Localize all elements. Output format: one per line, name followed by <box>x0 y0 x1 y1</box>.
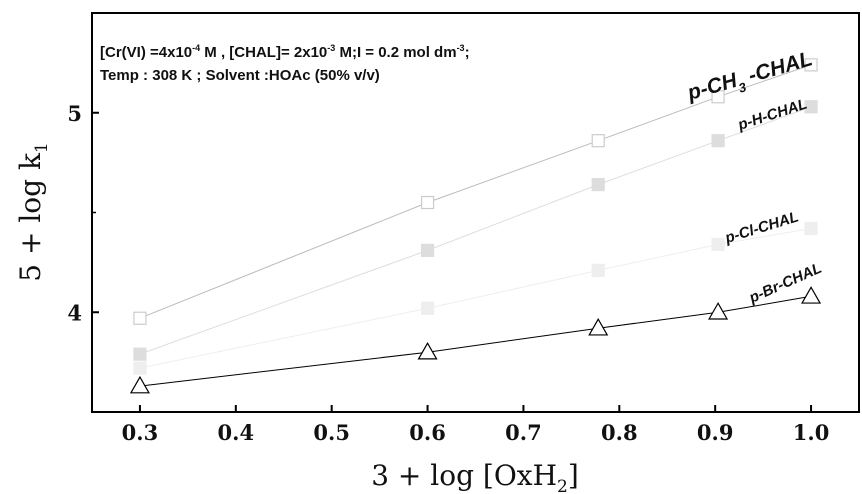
data-point <box>133 311 147 325</box>
data-point <box>133 361 147 375</box>
data-point <box>711 90 725 104</box>
series-p-h-chal <box>133 100 818 361</box>
x-tick-label: 0.5 <box>313 420 350 445</box>
series-line-p-br-chal <box>139 295 812 387</box>
data-point <box>420 301 435 315</box>
series-line-p-cl-chal <box>139 228 812 369</box>
data-point <box>129 375 150 394</box>
x-axis-title: 3 + log [OxH2] <box>371 459 579 494</box>
x-axis-ticks: 0.3 0.4 0.5 0.6 0.7 0.8 0.9 1.0 <box>122 405 830 445</box>
data-point <box>804 221 818 236</box>
data-point <box>711 237 725 252</box>
series-p-cl-chal <box>133 221 818 375</box>
x-tick-label: 0.8 <box>601 420 638 445</box>
series-p-ch3-chal <box>133 58 818 325</box>
data-point <box>801 286 822 304</box>
data-point <box>133 347 147 361</box>
data-point <box>804 100 818 114</box>
data-point <box>591 134 605 148</box>
x-tick-label: 1.0 <box>793 420 830 445</box>
series-layer <box>129 58 822 394</box>
data-point <box>591 263 605 277</box>
data-point <box>417 341 438 360</box>
x-tick-label: 0.4 <box>218 420 255 445</box>
y-tick-label: 5 <box>67 101 82 126</box>
annotation-line-1: [Cr(VI) =4x10-4 M , [CHAL]= 2x10-3 M;I =… <box>100 43 470 61</box>
data-point <box>591 177 605 192</box>
data-point <box>588 318 609 336</box>
y-axis-title: 5 + log k1 <box>14 142 52 282</box>
y-axis-ticks: 45 <box>67 12 99 413</box>
annotation-line-2: Temp : 308 K ; Solvent :HOAc (50% v/v) <box>100 67 380 84</box>
series-label-p-h-chal: p-H-CHAL <box>735 95 809 134</box>
data-point <box>420 243 435 258</box>
data-point <box>420 195 435 210</box>
series-line-p-ch3-chal <box>139 64 812 319</box>
data-point <box>708 302 729 320</box>
x-tick-label: 0.3 <box>122 420 159 445</box>
x-tick-label: 0.6 <box>409 420 446 445</box>
data-point <box>711 134 725 148</box>
series-label-p-cl-chal: p-Cl-CHAL <box>722 208 800 247</box>
data-point <box>804 58 818 72</box>
x-tick-label: 0.9 <box>697 420 734 445</box>
series-p-br-chal <box>129 286 822 394</box>
y-tick-label: 4 <box>67 300 82 325</box>
x-tick-label: 0.7 <box>505 420 542 445</box>
